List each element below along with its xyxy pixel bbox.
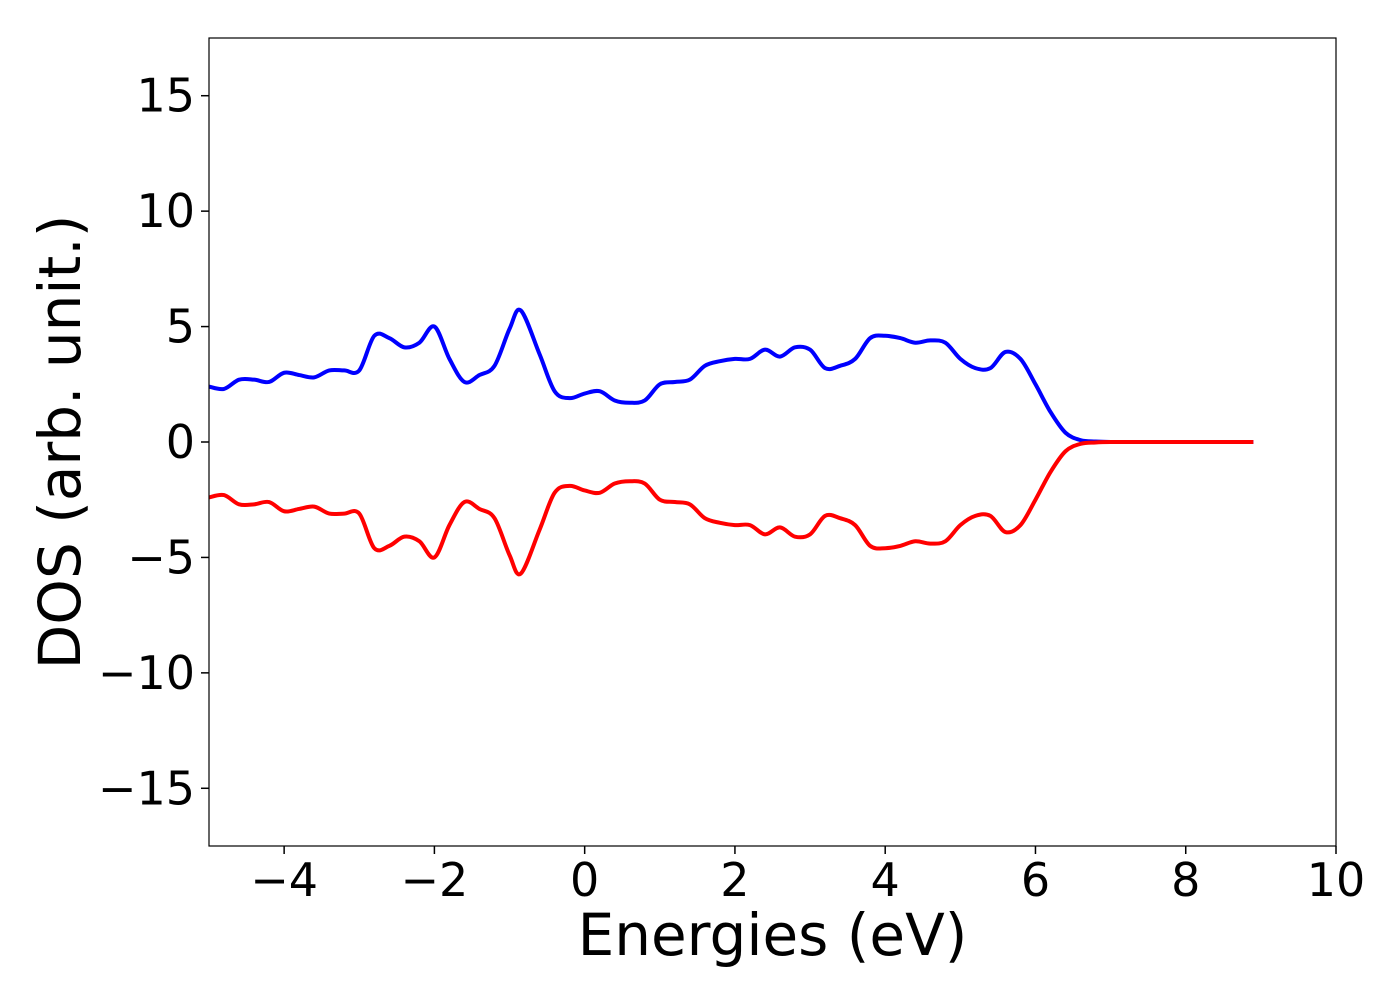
x-tick-label: −4 (250, 853, 318, 907)
y-tick-label: −10 (98, 646, 195, 700)
x-tick-label: 0 (570, 853, 599, 907)
ticks-layer: −4 −2 0 2 4 6 8 10 15 10 5 0 −5 −10 −15 (98, 69, 1365, 907)
y-axis-title: DOS (arb. unit.) (26, 215, 94, 670)
x-axis-title: Energies (eV) (578, 901, 968, 969)
y-tick-label: 0 (166, 415, 195, 469)
y-tick-label: 10 (136, 184, 195, 238)
y-tick-label: 15 (136, 69, 195, 123)
x-tick-label: 10 (1307, 853, 1366, 907)
dos-line-red (208, 439, 1254, 577)
y-tick-label: 5 (166, 300, 195, 354)
x-tick-label: 8 (1171, 853, 1200, 907)
x-tick-label: 6 (1021, 853, 1050, 907)
x-tick-label: −2 (400, 853, 468, 907)
dos-line-blue (208, 307, 1254, 445)
y-tick-label: −15 (98, 761, 195, 815)
x-tick-label: 2 (720, 853, 749, 907)
x-tick-label: 4 (871, 853, 900, 907)
series-layer (208, 307, 1254, 577)
y-tick-label: −5 (127, 530, 195, 584)
